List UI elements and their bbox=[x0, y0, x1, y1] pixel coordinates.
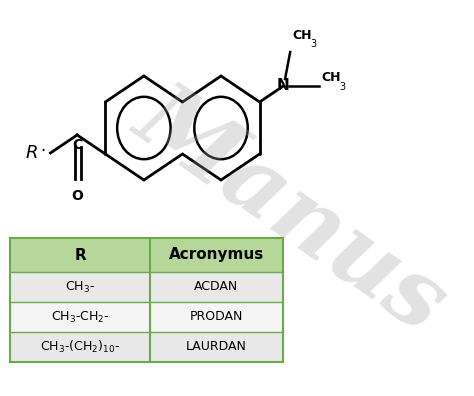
Text: CH$_3$-CH$_2$-: CH$_3$-CH$_2$- bbox=[51, 309, 109, 325]
Text: C: C bbox=[72, 138, 82, 152]
Text: LAURDAN: LAURDAN bbox=[186, 341, 246, 354]
FancyBboxPatch shape bbox=[150, 332, 283, 362]
Text: CH$_3$-(CH$_2$)$_{10}$-: CH$_3$-(CH$_2$)$_{10}$- bbox=[40, 339, 120, 355]
Text: CH: CH bbox=[293, 29, 312, 42]
FancyBboxPatch shape bbox=[10, 238, 150, 272]
Text: Manus: Manus bbox=[119, 71, 463, 349]
Text: CH: CH bbox=[321, 71, 340, 84]
Text: Acronymus: Acronymus bbox=[169, 248, 264, 263]
Text: 3: 3 bbox=[311, 39, 317, 49]
FancyBboxPatch shape bbox=[10, 272, 150, 302]
FancyBboxPatch shape bbox=[10, 302, 150, 332]
Text: R: R bbox=[26, 144, 38, 162]
Text: ACDAN: ACDAN bbox=[194, 280, 238, 293]
Text: N: N bbox=[277, 78, 290, 93]
FancyBboxPatch shape bbox=[150, 238, 283, 272]
Text: O: O bbox=[71, 189, 83, 203]
Text: PRODAN: PRODAN bbox=[190, 310, 243, 324]
Text: ·: · bbox=[40, 142, 46, 160]
FancyBboxPatch shape bbox=[150, 302, 283, 332]
Text: R: R bbox=[74, 248, 86, 263]
FancyBboxPatch shape bbox=[150, 272, 283, 302]
Text: CH$_3$-: CH$_3$- bbox=[65, 280, 95, 295]
Text: 3: 3 bbox=[339, 82, 345, 92]
FancyBboxPatch shape bbox=[10, 332, 150, 362]
